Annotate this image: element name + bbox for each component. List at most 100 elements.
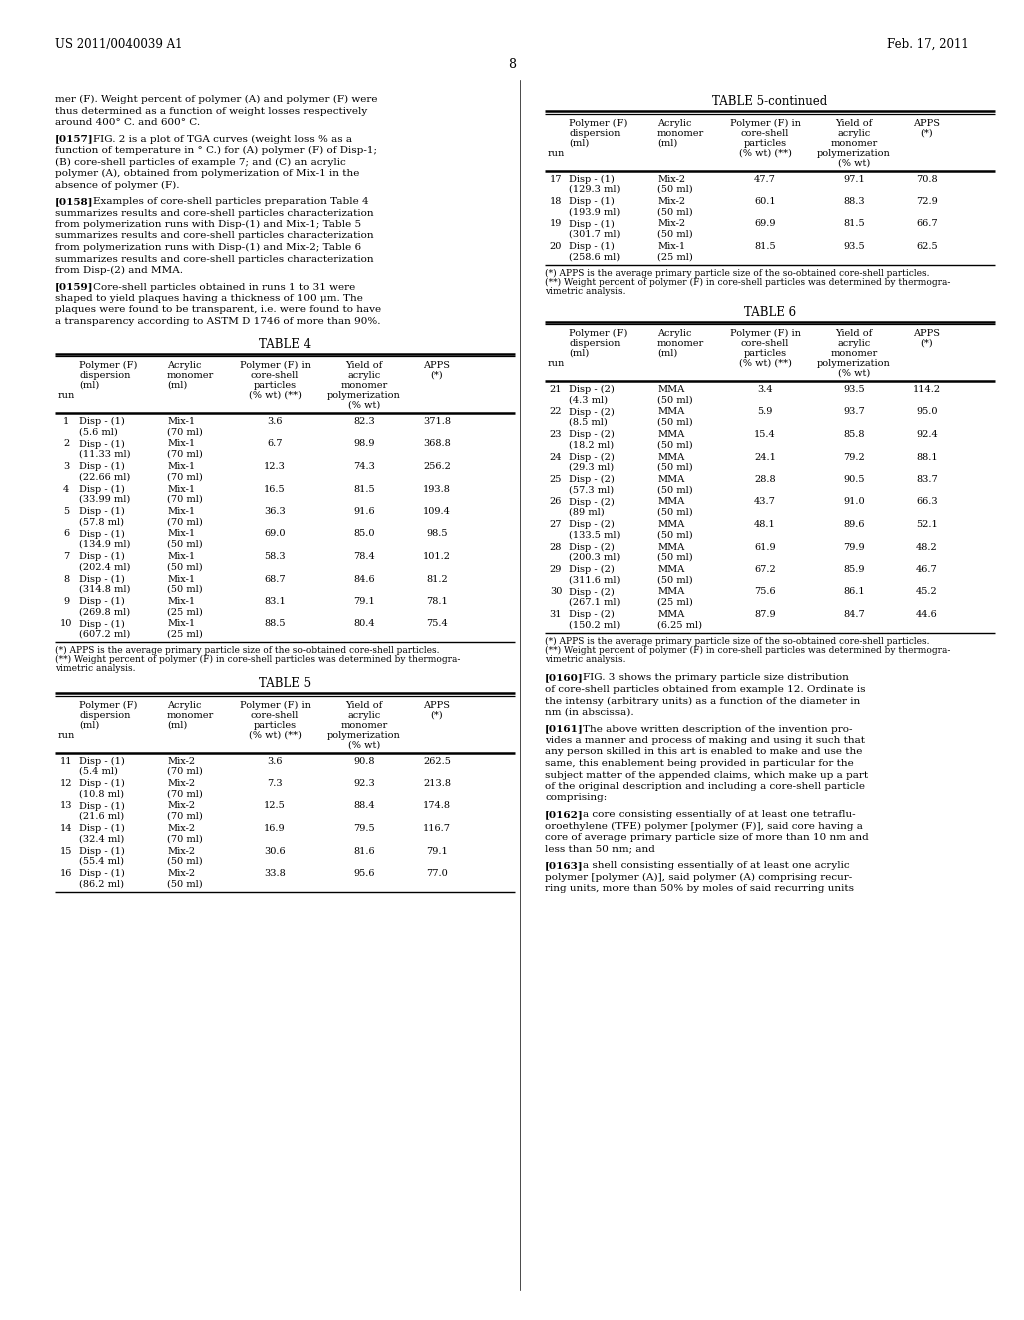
Text: 47.7: 47.7: [754, 174, 776, 183]
Text: Disp - (2): Disp - (2): [569, 587, 614, 597]
Text: 262.5: 262.5: [423, 756, 451, 766]
Text: 30: 30: [550, 587, 562, 597]
Text: of the original description and including a core-shell particle: of the original description and includin…: [545, 781, 865, 791]
Text: ring units, more than 50% by moles of said recurring units: ring units, more than 50% by moles of sa…: [545, 884, 854, 894]
Text: APPS: APPS: [913, 119, 940, 128]
Text: (10.8 ml): (10.8 ml): [79, 789, 124, 799]
Text: 84.7: 84.7: [843, 610, 865, 619]
Text: 98.5: 98.5: [426, 529, 447, 539]
Text: MMA: MMA: [657, 453, 684, 462]
Text: 88.1: 88.1: [916, 453, 938, 462]
Text: particles: particles: [743, 139, 786, 148]
Text: (**) Weight percent of polymer (F) in core-shell particles was determined by the: (**) Weight percent of polymer (F) in co…: [55, 655, 461, 664]
Text: function of temperature in ° C.) for (A) polymer (F) of Disp-1;: function of temperature in ° C.) for (A)…: [55, 147, 377, 156]
Text: 31: 31: [550, 610, 562, 619]
Text: (607.2 ml): (607.2 ml): [79, 630, 130, 639]
Text: 101.2: 101.2: [423, 552, 451, 561]
Text: from Disp-(2) and MMA.: from Disp-(2) and MMA.: [55, 267, 183, 275]
Text: Disp - (1): Disp - (1): [569, 197, 614, 206]
Text: 30.6: 30.6: [264, 846, 286, 855]
Text: Disp - (2): Disp - (2): [569, 610, 614, 619]
Text: (301.7 ml): (301.7 ml): [569, 230, 621, 239]
Text: 66.7: 66.7: [916, 219, 938, 228]
Text: MMA: MMA: [657, 587, 684, 597]
Text: 66.3: 66.3: [916, 498, 938, 507]
Text: the intensy (arbitrary units) as a function of the diameter in: the intensy (arbitrary units) as a funct…: [545, 697, 860, 706]
Text: (B) core-shell particles of example 7; and (C) an acrylic: (B) core-shell particles of example 7; a…: [55, 157, 346, 166]
Text: 93.5: 93.5: [843, 385, 865, 393]
Text: 69.0: 69.0: [264, 529, 286, 539]
Text: 371.8: 371.8: [423, 417, 451, 426]
Text: 89.6: 89.6: [843, 520, 864, 529]
Text: [0163]: [0163]: [545, 861, 584, 870]
Text: Polymer (F): Polymer (F): [79, 701, 137, 710]
Text: (ml): (ml): [569, 139, 589, 148]
Text: MMA: MMA: [657, 610, 684, 619]
Text: Yield of: Yield of: [345, 701, 383, 710]
Text: 77.0: 77.0: [426, 869, 447, 878]
Text: (193.9 ml): (193.9 ml): [569, 207, 621, 216]
Text: from polymerization runs with Disp-(1) and Mix-2; Table 6: from polymerization runs with Disp-(1) a…: [55, 243, 361, 252]
Text: MMA: MMA: [657, 498, 684, 507]
Text: (50 ml): (50 ml): [657, 553, 692, 562]
Text: (314.8 ml): (314.8 ml): [79, 585, 130, 594]
Text: (**) Weight percent of polymer (F) in core-shell particles was determined by the: (**) Weight percent of polymer (F) in co…: [545, 277, 950, 286]
Text: (**) Weight percent of polymer (F) in core-shell particles was determined by the: (**) Weight percent of polymer (F) in co…: [545, 645, 950, 655]
Text: FIG. 2 is a plot of TGA curves (weight loss % as a: FIG. 2 is a plot of TGA curves (weight l…: [93, 135, 352, 144]
Text: 93.5: 93.5: [843, 242, 865, 251]
Text: Disp - (1): Disp - (1): [79, 484, 125, 494]
Text: Disp - (2): Disp - (2): [569, 453, 614, 462]
Text: Mix-1: Mix-1: [167, 529, 196, 539]
Text: (129.3 ml): (129.3 ml): [569, 185, 621, 194]
Text: APPS: APPS: [424, 701, 451, 710]
Text: 75.6: 75.6: [755, 587, 776, 597]
Text: Disp - (1): Disp - (1): [79, 417, 125, 426]
Text: 21: 21: [550, 385, 562, 393]
Text: (*) APPS is the average primary particle size of the so-obtained core-shell part: (*) APPS is the average primary particle…: [55, 645, 439, 655]
Text: Disp - (2): Disp - (2): [569, 565, 614, 574]
Text: thus determined as a function of weight losses respectively: thus determined as a function of weight …: [55, 107, 368, 116]
Text: Mix-1: Mix-1: [167, 552, 196, 561]
Text: core of average primary particle size of more than 10 nm and: core of average primary particle size of…: [545, 833, 868, 842]
Text: (% wt) (**): (% wt) (**): [249, 730, 301, 739]
Text: 23: 23: [550, 430, 562, 440]
Text: (55.4 ml): (55.4 ml): [79, 857, 124, 866]
Text: a core consisting essentially of at least one tetraflu-: a core consisting essentially of at leas…: [583, 810, 856, 818]
Text: of core-shell particles obtained from example 12. Ordinate is: of core-shell particles obtained from ex…: [545, 685, 865, 694]
Text: 79.1: 79.1: [353, 597, 375, 606]
Text: summarizes results and core-shell particles characterization: summarizes results and core-shell partic…: [55, 231, 374, 240]
Text: 9: 9: [62, 597, 69, 606]
Text: (50 ml): (50 ml): [657, 207, 692, 216]
Text: Disp - (2): Disp - (2): [569, 475, 614, 484]
Text: summarizes results and core-shell particles characterization: summarizes results and core-shell partic…: [55, 209, 374, 218]
Text: (6.25 ml): (6.25 ml): [657, 620, 702, 630]
Text: (*) APPS is the average primary particle size of the so-obtained core-shell part: (*) APPS is the average primary particle…: [545, 268, 930, 277]
Text: (ml): (ml): [657, 348, 677, 358]
Text: from polymerization runs with Disp-(1) and Mix-1; Table 5: from polymerization runs with Disp-(1) a…: [55, 220, 361, 230]
Text: Mix-2: Mix-2: [167, 824, 196, 833]
Text: (11.33 ml): (11.33 ml): [79, 450, 130, 459]
Text: (89 ml): (89 ml): [569, 508, 604, 517]
Text: (70 ml): (70 ml): [167, 450, 203, 459]
Text: 58.3: 58.3: [264, 552, 286, 561]
Text: subject matter of the appended claims, which make up a part: subject matter of the appended claims, w…: [545, 771, 868, 780]
Text: summarizes results and core-shell particles characterization: summarizes results and core-shell partic…: [55, 255, 374, 264]
Text: 36.3: 36.3: [264, 507, 286, 516]
Text: 19: 19: [550, 219, 562, 228]
Text: Disp - (2): Disp - (2): [569, 498, 614, 507]
Text: (4.3 ml): (4.3 ml): [569, 396, 608, 404]
Text: 85.8: 85.8: [843, 430, 864, 440]
Text: Disp - (1): Disp - (1): [79, 824, 125, 833]
Text: same, this enablement being provided in particular for the: same, this enablement being provided in …: [545, 759, 854, 768]
Text: Polymer (F) in: Polymer (F) in: [240, 360, 310, 370]
Text: 109.4: 109.4: [423, 507, 451, 516]
Text: run: run: [548, 149, 564, 157]
Text: dispersion: dispersion: [569, 128, 621, 137]
Text: 11: 11: [59, 756, 73, 766]
Text: (8.5 ml): (8.5 ml): [569, 418, 608, 426]
Text: Mix-1: Mix-1: [167, 440, 196, 449]
Text: 92.4: 92.4: [916, 430, 938, 440]
Text: polymerization: polymerization: [327, 391, 400, 400]
Text: 90.5: 90.5: [843, 475, 864, 484]
Text: Disp - (1): Disp - (1): [79, 619, 125, 628]
